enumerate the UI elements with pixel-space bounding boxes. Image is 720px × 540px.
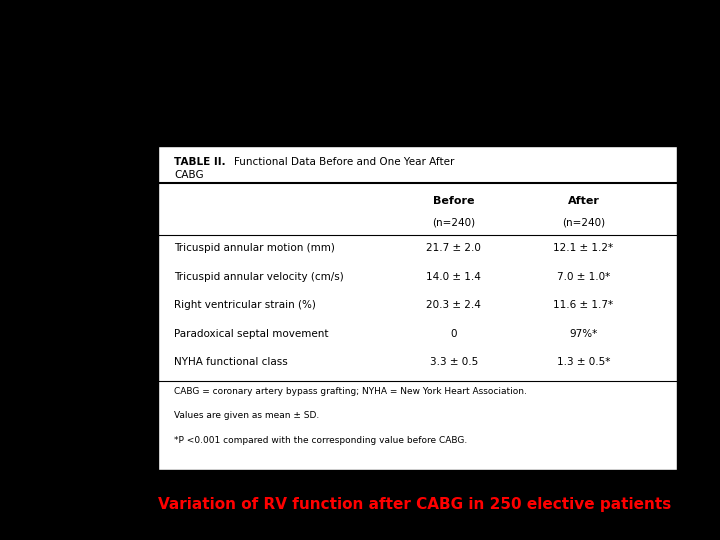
Text: TABLE II.: TABLE II. xyxy=(174,157,225,167)
Text: *P <0.001 compared with the corresponding value before CABG.: *P <0.001 compared with the correspondin… xyxy=(174,436,467,445)
Text: Clinical: Clinical xyxy=(29,18,74,31)
Text: (n=240): (n=240) xyxy=(432,217,475,227)
Text: 3.3 ± 0.5: 3.3 ± 0.5 xyxy=(430,357,478,367)
Text: 1.3 ± 0.5*: 1.3 ± 0.5* xyxy=(557,357,610,367)
Text: Values are given as mean ± SD.: Values are given as mean ± SD. xyxy=(174,411,319,421)
Text: CABG: CABG xyxy=(174,170,204,180)
Text: 20.3 ± 2.4: 20.3 ± 2.4 xyxy=(426,300,482,310)
Text: 7.0 ± 1.0*: 7.0 ± 1.0* xyxy=(557,272,610,281)
Text: 11.6 ± 1.7*: 11.6 ± 1.7* xyxy=(554,300,613,310)
Text: Before: Before xyxy=(433,196,474,206)
Text: Tricuspid annular motion (mm): Tricuspid annular motion (mm) xyxy=(174,243,335,253)
Text: 0: 0 xyxy=(451,328,457,339)
Text: 21.7 ± 2.0: 21.7 ± 2.0 xyxy=(426,243,482,253)
Text: Investigation: Investigation xyxy=(29,57,109,70)
Text: Decreased Right: Decreased Right xyxy=(194,2,544,37)
Text: (n=240): (n=240) xyxy=(562,217,605,227)
Text: 97%*: 97%* xyxy=(570,328,598,339)
Text: Variation of RV function after CABG in 250 elective patients: Variation of RV function after CABG in 2… xyxy=(158,497,672,512)
Text: Functional Data Before and One Year After: Functional Data Before and One Year Afte… xyxy=(233,157,454,167)
Text: After: After xyxy=(567,196,600,206)
Text: after Coronary Artery Bypass Grafting: after Coronary Artery Bypass Grafting xyxy=(212,132,527,150)
Text: Right ventricular strain (%): Right ventricular strain (%) xyxy=(174,300,316,310)
FancyBboxPatch shape xyxy=(158,146,677,470)
Text: NYHA functional class: NYHA functional class xyxy=(174,357,288,367)
Text: Ventricular Function: Ventricular Function xyxy=(194,66,624,103)
Text: Paradoxical septal movement: Paradoxical septal movement xyxy=(174,328,328,339)
Text: 12.1 ± 1.2*: 12.1 ± 1.2* xyxy=(554,243,613,253)
Text: Tricuspid annular velocity (cm/s): Tricuspid annular velocity (cm/s) xyxy=(174,272,343,281)
Text: CABG = coronary artery bypass grafting; NYHA = New York Heart Association.: CABG = coronary artery bypass grafting; … xyxy=(174,387,527,396)
Text: 14.0 ± 1.4: 14.0 ± 1.4 xyxy=(426,272,482,281)
